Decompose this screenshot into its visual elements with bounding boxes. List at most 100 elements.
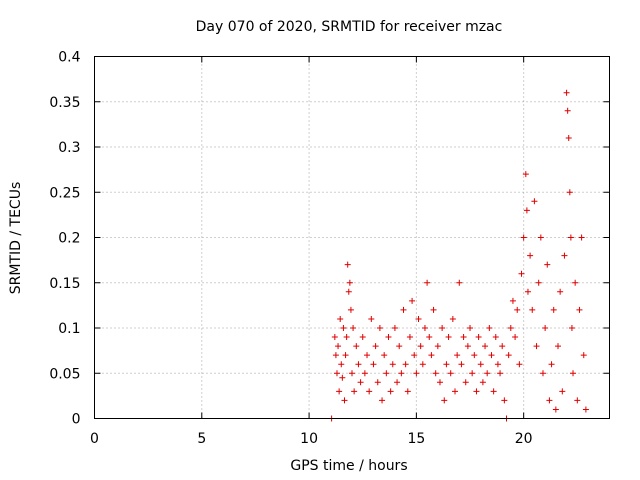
data-point (486, 325, 493, 331)
data-point (445, 334, 452, 341)
data-point (499, 343, 506, 350)
chart-title: Day 070 of 2020, SRMTID for receiver mza… (196, 19, 503, 35)
y-tick-label: 0.1 (58, 321, 80, 337)
data-point (546, 397, 553, 404)
data-point (347, 306, 354, 313)
data-point (406, 334, 413, 341)
data-point (419, 361, 426, 368)
data-points-layer (328, 89, 589, 422)
data-point (576, 306, 583, 313)
data-point (462, 379, 469, 386)
data-point (346, 279, 353, 286)
data-point (441, 397, 448, 404)
data-point (350, 325, 357, 331)
data-point (527, 252, 534, 259)
data-point (460, 334, 467, 341)
data-point (417, 343, 424, 350)
x-tick-label: 0 (90, 431, 99, 447)
x-tick-label: 10 (300, 431, 318, 447)
data-point (520, 234, 527, 241)
data-point (529, 306, 536, 313)
data-point (531, 198, 538, 205)
data-point (475, 334, 482, 341)
data-point (383, 370, 390, 377)
data-point (336, 388, 343, 395)
data-point (566, 189, 573, 196)
data-point (447, 370, 454, 377)
data-point (345, 288, 352, 295)
data-point (413, 370, 420, 377)
y-tick-label: 0.2 (58, 231, 80, 247)
data-point (434, 343, 441, 350)
data-point (394, 379, 401, 386)
data-point (516, 361, 523, 368)
data-point (391, 325, 398, 331)
data-point (479, 379, 486, 386)
data-point (409, 297, 416, 304)
plot-frame (94, 56, 610, 419)
data-point (522, 171, 529, 178)
data-point (563, 89, 570, 96)
data-point (374, 379, 381, 386)
data-point (443, 361, 450, 368)
data-point (488, 352, 495, 359)
data-point (430, 306, 437, 313)
data-point (565, 134, 572, 141)
data-point (464, 343, 471, 350)
data-point (342, 352, 349, 359)
data-point (533, 343, 540, 350)
data-point (389, 361, 396, 368)
data-point (561, 252, 568, 259)
data-point (494, 361, 501, 368)
data-point (368, 315, 375, 322)
data-point (411, 352, 418, 359)
x-tick-label: 5 (197, 431, 206, 447)
data-point (402, 361, 409, 368)
data-point (372, 343, 379, 350)
tick-layer: 0 5 10 15 20 0 0.05 0.1 0.15 0.2 0.25 0.3 0.35 0.4 (49, 50, 610, 447)
data-point (523, 207, 530, 214)
data-point (580, 352, 587, 359)
data-point (544, 261, 551, 268)
data-point (524, 288, 531, 295)
data-point (331, 334, 338, 341)
data-point (415, 315, 422, 322)
data-point (509, 297, 516, 304)
data-point (344, 261, 351, 268)
data-point (341, 397, 348, 404)
data-point (548, 361, 555, 368)
data-point (439, 325, 446, 331)
data-point (353, 343, 360, 350)
data-point (404, 388, 411, 395)
data-point (385, 334, 392, 341)
data-point (381, 352, 388, 359)
data-point (355, 361, 362, 368)
data-point (497, 370, 504, 377)
data-point (557, 288, 564, 295)
data-point (471, 352, 478, 359)
y-tick-label: 0.35 (49, 95, 80, 111)
data-point (467, 325, 474, 331)
data-point (426, 334, 433, 341)
data-point (574, 397, 581, 404)
data-point (400, 306, 407, 313)
data-point (366, 388, 373, 395)
data-point (570, 370, 577, 377)
y-tick-label: 0 (72, 412, 81, 428)
y-tick-label: 0.4 (58, 50, 80, 66)
y-tick-label: 0.25 (49, 185, 80, 201)
data-point (387, 388, 394, 395)
grid-layer (94, 56, 610, 419)
data-point (473, 388, 480, 395)
data-point (477, 361, 484, 368)
y-tick-label: 0.05 (49, 366, 80, 382)
data-point (535, 279, 542, 286)
data-point (582, 406, 589, 413)
data-point (436, 379, 443, 386)
data-point (361, 370, 368, 377)
data-point (335, 343, 342, 350)
data-point (539, 370, 546, 377)
data-point (572, 279, 579, 286)
data-point (337, 315, 344, 322)
